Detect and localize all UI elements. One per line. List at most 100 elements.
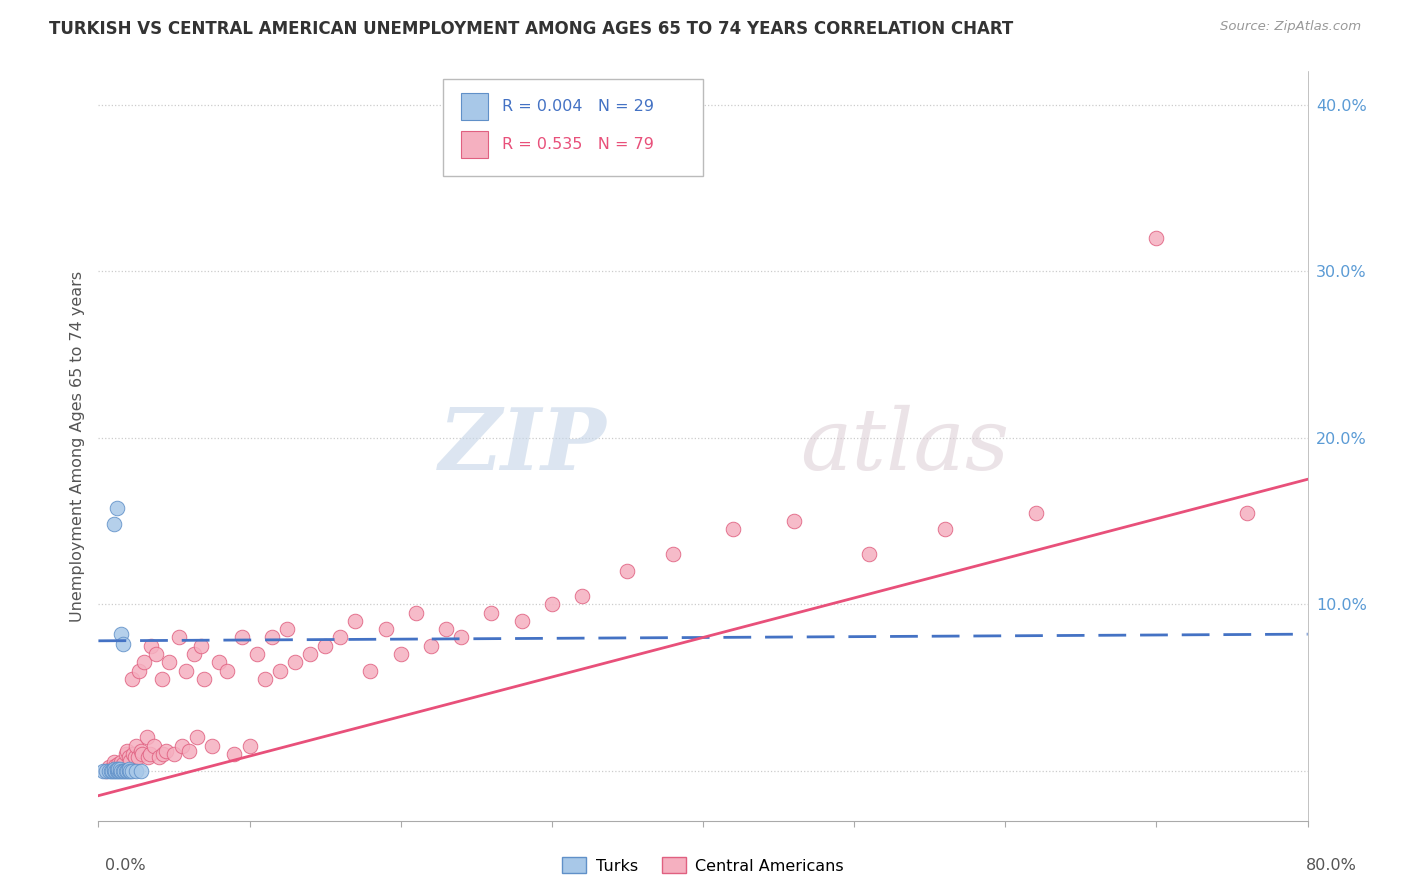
- Point: [262, 631, 284, 645]
- Legend: Turks, Central Americans: Turks, Central Americans: [555, 851, 851, 880]
- Point: [215, 664, 238, 678]
- Point: [124, 750, 146, 764]
- Point: [183, 647, 205, 661]
- Point: [231, 631, 253, 645]
- Point: [105, 760, 128, 774]
- Point: [120, 754, 142, 768]
- Point: [132, 656, 155, 670]
- Text: R = 0.004   N = 29: R = 0.004 N = 29: [502, 99, 654, 114]
- Point: [284, 656, 307, 670]
- Point: [344, 614, 367, 628]
- Text: 80.0%: 80.0%: [1306, 858, 1357, 873]
- Point: [105, 762, 128, 776]
- Point: [136, 750, 159, 764]
- Point: [150, 672, 173, 686]
- Point: [934, 522, 956, 536]
- Point: [510, 614, 533, 628]
- Point: [104, 764, 127, 778]
- Point: [152, 747, 174, 761]
- Point: [179, 744, 201, 758]
- Point: [163, 747, 186, 761]
- Point: [571, 589, 593, 603]
- Point: [125, 739, 148, 753]
- Point: [540, 597, 562, 611]
- Point: [100, 762, 122, 776]
- Point: [389, 647, 412, 661]
- Point: [143, 739, 166, 753]
- Point: [107, 757, 129, 772]
- Point: [148, 750, 170, 764]
- Point: [450, 631, 472, 645]
- Point: [118, 764, 141, 778]
- Point: [374, 622, 396, 636]
- Text: atlas: atlas: [800, 405, 1010, 487]
- Point: [118, 762, 141, 776]
- Point: [314, 639, 336, 653]
- Point: [110, 764, 132, 778]
- Point: [100, 764, 122, 778]
- Point: [201, 739, 224, 753]
- Point: [108, 764, 131, 778]
- Point: [107, 764, 129, 778]
- Point: [114, 747, 136, 761]
- Point: [299, 647, 322, 661]
- Point: [174, 664, 197, 678]
- Point: [94, 764, 117, 778]
- Point: [103, 517, 125, 532]
- Point: [94, 764, 117, 778]
- Point: [98, 760, 121, 774]
- Point: [276, 622, 298, 636]
- Point: [121, 764, 143, 778]
- Point: [253, 672, 276, 686]
- Point: [112, 764, 135, 778]
- Point: [129, 764, 152, 778]
- Point: [208, 656, 231, 670]
- Text: TURKISH VS CENTRAL AMERICAN UNEMPLOYMENT AMONG AGES 65 TO 74 YEARS CORRELATION C: TURKISH VS CENTRAL AMERICAN UNEMPLOYMENT…: [49, 20, 1014, 37]
- Point: [114, 764, 136, 778]
- Point: [115, 744, 138, 758]
- Point: [103, 762, 125, 776]
- Point: [661, 547, 683, 561]
- Point: [167, 631, 190, 645]
- Point: [723, 522, 745, 536]
- Point: [616, 564, 638, 578]
- Point: [104, 758, 127, 772]
- Point: [405, 606, 427, 620]
- Point: [193, 672, 215, 686]
- Point: [420, 639, 443, 653]
- Point: [186, 731, 208, 745]
- Point: [91, 764, 114, 778]
- Point: [329, 631, 352, 645]
- Text: ZIP: ZIP: [439, 404, 606, 488]
- Point: [98, 764, 121, 778]
- Point: [120, 764, 142, 778]
- Point: [111, 637, 134, 651]
- Point: [1144, 231, 1167, 245]
- Point: [131, 747, 153, 761]
- Point: [135, 731, 157, 745]
- Point: [108, 758, 131, 772]
- Text: Source: ZipAtlas.com: Source: ZipAtlas.com: [1220, 20, 1361, 33]
- Point: [269, 664, 291, 678]
- Point: [110, 756, 132, 770]
- Point: [128, 664, 150, 678]
- Bar: [461, 130, 488, 158]
- Point: [783, 514, 806, 528]
- Point: [858, 547, 880, 561]
- Point: [101, 764, 124, 778]
- Point: [139, 747, 162, 761]
- Point: [118, 750, 141, 764]
- Point: [170, 739, 193, 753]
- FancyBboxPatch shape: [443, 78, 703, 177]
- Point: [103, 764, 125, 778]
- Point: [115, 764, 138, 778]
- Point: [246, 647, 269, 661]
- Point: [108, 762, 131, 776]
- Point: [110, 627, 132, 641]
- Point: [122, 747, 145, 761]
- Text: 0.0%: 0.0%: [105, 858, 146, 873]
- Bar: [461, 93, 488, 120]
- Y-axis label: Unemployment Among Ages 65 to 74 years: Unemployment Among Ages 65 to 74 years: [69, 270, 84, 622]
- Point: [111, 764, 134, 778]
- Point: [105, 764, 128, 778]
